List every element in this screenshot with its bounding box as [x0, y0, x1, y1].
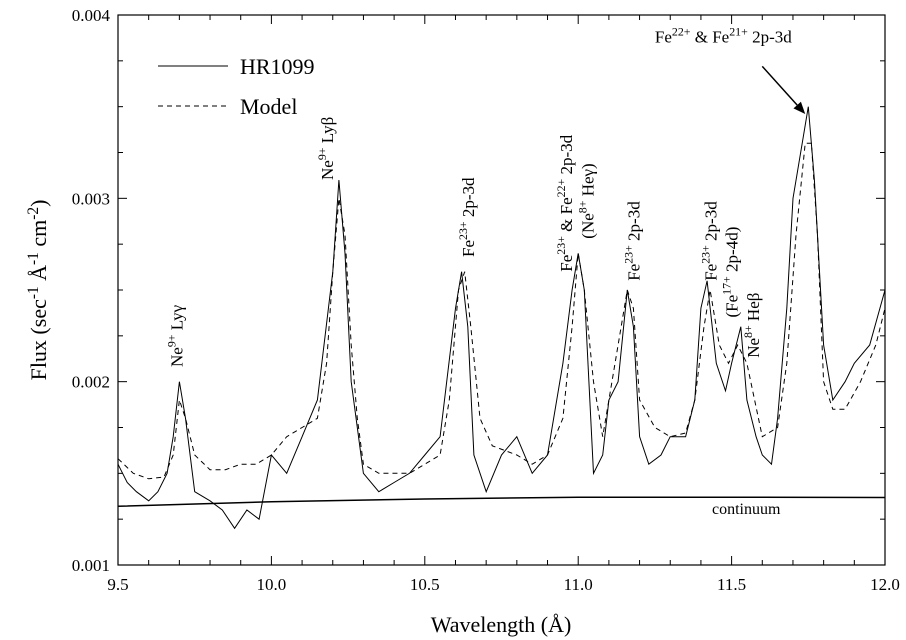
line-annotation-label: Fe22+ & Fe21+ 2p-3d — [655, 25, 792, 47]
axis-ticks — [117, 14, 886, 566]
x-tick-label: 10.0 — [257, 575, 287, 594]
line-annotation-label: Ne9+ Lyβ — [315, 117, 337, 180]
line-annotation-label: (Fe17+ 2p-4d) — [720, 227, 742, 318]
plot-frame — [117, 14, 886, 566]
legend-label-hr1099: HR1099 — [240, 54, 315, 79]
y-axis-title: Flux (sec-1 Å-1 cm-2) — [25, 200, 52, 381]
line-annotation-label: Fe23+ 2p-3d — [622, 201, 644, 281]
x-tick-label: 10.5 — [410, 575, 440, 594]
continuum-line — [117, 496, 886, 508]
legend: HR1099 Model — [158, 54, 315, 119]
line-annotation-label: Fe23+ 2p-3d — [456, 177, 478, 257]
model-series-line — [117, 142, 886, 480]
axis-tick-labels: 9.5 10.0 10.5 11.0 11.5 12.0 0.001 0.002 0.003 0.… — [72, 6, 900, 594]
y-tick-label: 0.002 — [72, 373, 110, 392]
x-tick-label: 12.0 — [870, 575, 900, 594]
x-tick-label: 9.5 — [107, 575, 128, 594]
line-annotations: Ne9+ Lyγ Ne9+ Lyβ Fe23+ 2p-3d Fe23+ & Fe22+… — [164, 25, 792, 368]
line-annotation-label: Fe23+ & Fe22+ 2p-3d — [554, 134, 576, 271]
continuum-label: continuum — [712, 501, 781, 518]
annotation-arrow — [761, 65, 798, 106]
x-tick-label: 11.5 — [717, 575, 746, 594]
line-annotation-label: Fe23+ 2p-3d — [698, 201, 720, 281]
x-tick-label: 11.0 — [564, 575, 593, 594]
y-tick-label: 0.001 — [72, 556, 110, 575]
y-tick-label: 0.003 — [72, 189, 110, 208]
x-axis-title: Wavelength (Å) — [431, 612, 572, 637]
line-annotation-label: Ne9+ Lyγ — [164, 304, 186, 367]
hr1099-series-line — [117, 106, 886, 530]
line-annotation-label: (Ne8+ Heγ) — [576, 163, 598, 238]
line-annotation-label: Ne8+ Heβ — [741, 293, 763, 358]
legend-label-model: Model — [240, 94, 297, 119]
y-tick-label: 0.004 — [72, 6, 111, 25]
arrow-head-icon — [793, 101, 806, 114]
